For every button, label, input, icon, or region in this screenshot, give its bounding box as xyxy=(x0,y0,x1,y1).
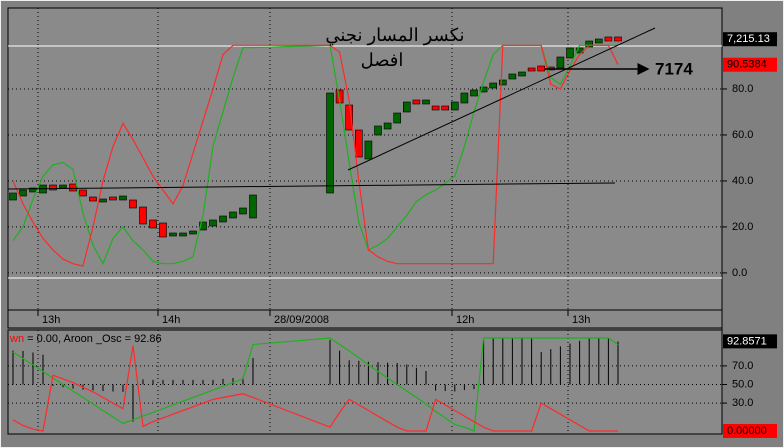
candle xyxy=(479,86,488,93)
last-value-box xyxy=(723,32,777,47)
candle xyxy=(199,221,207,231)
candle xyxy=(412,99,421,105)
indicator-title-part: = 0.00, Aroon _Osc = 92.86 xyxy=(27,333,162,345)
candle xyxy=(109,196,117,201)
candle xyxy=(139,206,147,225)
drawings: نكسر المسار نجني افصل 7174 wn = 0.00, Ar… xyxy=(7,25,777,438)
candle xyxy=(450,101,459,111)
candle xyxy=(189,230,197,235)
y-tick-label: 60.0 xyxy=(732,129,753,141)
candle xyxy=(159,222,167,238)
candle xyxy=(585,40,594,48)
annotation: نكسر المسار نجني xyxy=(325,25,464,46)
candle xyxy=(169,232,177,237)
last-value-label: 7,215.13 xyxy=(727,33,770,45)
candle xyxy=(149,219,157,229)
y-tick-label: 0.0 xyxy=(732,267,747,279)
indicator-line xyxy=(12,345,618,432)
x-tick-label: 12h xyxy=(456,314,474,326)
y-tick-label: 80.0 xyxy=(732,83,753,95)
last-value-box xyxy=(723,57,777,72)
annotation: افصل xyxy=(361,50,404,70)
last-value-box xyxy=(723,423,777,438)
candle xyxy=(129,199,137,209)
candle xyxy=(9,192,17,201)
last-value-label: 92.8571 xyxy=(727,335,767,347)
candle xyxy=(594,38,603,44)
candle xyxy=(119,195,127,201)
candle xyxy=(326,92,334,194)
candle xyxy=(354,129,363,158)
candle xyxy=(498,79,507,86)
candle xyxy=(49,184,57,191)
indicator-line xyxy=(12,337,619,432)
candle xyxy=(99,198,107,203)
indicator-plot xyxy=(8,330,722,434)
last-value-label: 90.5384 xyxy=(727,59,767,71)
trend-line xyxy=(347,27,656,171)
y-tick-label: 70.0 xyxy=(732,360,753,372)
candle xyxy=(441,105,450,111)
x-axis-strip xyxy=(7,309,723,329)
x-tick-label: 13h xyxy=(572,314,590,326)
candle xyxy=(249,194,257,219)
support-line xyxy=(7,182,616,190)
y-tick-label: 50.0 xyxy=(732,378,753,390)
candle xyxy=(229,211,237,219)
candle xyxy=(431,105,440,111)
candle xyxy=(69,183,77,192)
annotation: 7174 xyxy=(655,59,693,78)
candle xyxy=(556,56,565,69)
candle xyxy=(470,89,478,97)
candle xyxy=(89,196,97,202)
candle xyxy=(239,207,247,215)
indicator-title-part: wn xyxy=(9,333,24,345)
x-tick-label: 14h xyxy=(162,314,180,326)
candle xyxy=(566,47,574,59)
candle xyxy=(209,219,217,227)
candle xyxy=(508,73,517,80)
candle xyxy=(79,189,87,197)
candle xyxy=(527,67,536,72)
x-tick-label: 13h xyxy=(42,314,60,326)
candle xyxy=(19,189,27,197)
indicator-line xyxy=(12,44,619,267)
candle xyxy=(179,232,187,237)
y-tick-label: 30.0 xyxy=(732,397,753,409)
candle xyxy=(59,184,67,189)
candle xyxy=(364,140,373,160)
candle xyxy=(393,112,402,124)
candle xyxy=(422,99,430,105)
candle xyxy=(383,122,392,130)
candle xyxy=(374,125,382,136)
last-value-box xyxy=(723,334,777,349)
candle xyxy=(219,215,227,223)
y-tick-label: 40.0 xyxy=(732,175,753,187)
candle xyxy=(460,92,469,104)
candle xyxy=(537,65,546,72)
last-value-label: 0.00000 xyxy=(727,425,767,437)
candle xyxy=(518,71,526,77)
candle xyxy=(489,82,498,89)
candle xyxy=(604,36,613,42)
x-tick-label: 28/09/2008 xyxy=(274,314,329,326)
candle xyxy=(614,36,622,42)
indicator-title: wn = 0.00, Aroon _Osc = 92.86 xyxy=(9,333,162,345)
y-tick-label: 20.0 xyxy=(732,221,753,233)
price-plot xyxy=(8,8,722,310)
candle xyxy=(402,101,411,113)
